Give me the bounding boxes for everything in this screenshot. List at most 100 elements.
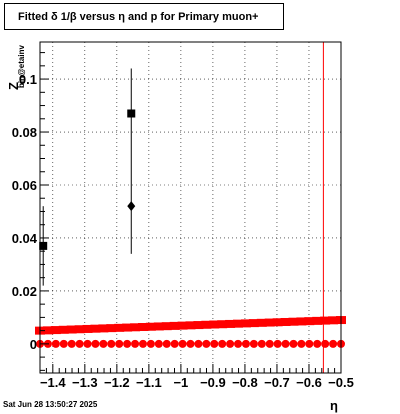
band-marker-square — [272, 318, 283, 327]
band-marker-square — [58, 325, 69, 334]
band-marker-circle — [131, 339, 140, 348]
y-axis-label: Z — [6, 82, 21, 90]
band-marker-circle — [313, 339, 322, 348]
band-marker-circle — [257, 339, 266, 348]
band-marker-square — [98, 324, 109, 333]
axis-labels: −1.4 −1.3 −1.2 −1.1 −1 −0.9 −0.8 −0.7 −0.6 −0.5 0 0… — [6, 45, 354, 413]
data-point-diamond — [127, 201, 136, 212]
band-marker-circle — [51, 339, 60, 348]
x-tick-label: −1.2 — [104, 375, 130, 390]
band-marker-square — [217, 320, 228, 329]
band-marker-square — [240, 319, 251, 328]
band-marker-square — [264, 318, 275, 327]
x-tick-label: −1.3 — [72, 375, 98, 390]
band-marker-square — [50, 326, 61, 335]
band-marker-circle — [123, 339, 132, 348]
band-marker-circle — [83, 339, 92, 348]
band-marker-square — [114, 323, 125, 332]
y-tick-label: 0.02 — [12, 284, 37, 299]
x-tick-label: −0.9 — [200, 375, 226, 390]
y-tick-label: 0.1 — [19, 72, 37, 87]
band-marker-square — [90, 324, 101, 333]
band-marker-circle — [115, 339, 124, 348]
band-marker-circle — [321, 339, 330, 348]
y-tick-label: 0.04 — [12, 231, 38, 246]
band-marker-circle — [305, 339, 314, 348]
band-marker-circle — [107, 339, 116, 348]
band-marker-circle — [281, 339, 290, 348]
band-marker-square — [130, 323, 141, 332]
band-marker-square — [169, 321, 180, 330]
x-tick-label: −0.7 — [264, 375, 290, 390]
band-marker-square — [42, 326, 53, 335]
band-marker-square — [256, 318, 267, 327]
band-marker-square — [193, 321, 204, 330]
band-marker-square — [82, 324, 93, 333]
x-tick-label: −0.5 — [328, 375, 354, 390]
band-marker-circle — [194, 339, 203, 348]
band-marker-square — [304, 317, 315, 326]
band-marker-square — [328, 316, 339, 325]
band-marker-circle — [170, 339, 179, 348]
band-marker-circle — [273, 339, 282, 348]
band-marker-square — [320, 316, 331, 325]
footer-timestamp: Sat Jun 28 13:50:27 2025 — [3, 400, 98, 409]
chart-title: Fitted δ 1/β versus η and p for Primary … — [18, 11, 259, 23]
band-marker-square — [233, 319, 244, 328]
band-marker-circle — [178, 339, 187, 348]
band-marker-square — [248, 319, 259, 328]
band-marker-circle — [329, 339, 338, 348]
y-tick-label: 0.06 — [12, 178, 37, 193]
band-marker-square — [185, 321, 196, 330]
band-marker-square — [177, 321, 188, 330]
band-marker-circle — [186, 339, 195, 348]
band-marker-circle — [226, 339, 235, 348]
band-marker-circle — [241, 339, 250, 348]
band-marker-square — [145, 322, 156, 331]
band-marker-circle — [234, 339, 243, 348]
band-marker-circle — [265, 339, 274, 348]
band-marker-square — [74, 325, 85, 334]
x-tick-label: −1.4 — [40, 375, 66, 390]
x-tick-label: −1.1 — [136, 375, 162, 390]
band-marker-square — [225, 319, 236, 328]
x-tick-label: −0.6 — [296, 375, 322, 390]
x-tick-label: −1 — [173, 375, 188, 390]
x-tick-label: −0.8 — [232, 375, 258, 390]
band-marker-square — [137, 323, 148, 332]
band-marker-square — [153, 322, 164, 331]
band-marker-circle — [91, 339, 100, 348]
band-marker-circle — [210, 339, 219, 348]
band-marker-circle — [99, 339, 108, 348]
band-marker-circle — [249, 339, 258, 348]
band-marker-square — [209, 320, 220, 329]
band-marker-square — [296, 317, 307, 326]
band-marker-circle — [289, 339, 298, 348]
axis-ticks — [39, 52, 342, 373]
band-marker-circle — [75, 339, 84, 348]
band-marker-circle — [138, 339, 147, 348]
band-marker-circle — [146, 339, 155, 348]
data-point-square — [127, 109, 136, 118]
band-marker-circle — [218, 339, 227, 348]
band-marker-square — [106, 324, 117, 333]
band-marker-square — [201, 320, 212, 329]
y-tick-label: 0 — [30, 337, 37, 352]
band-marker-circle — [202, 339, 211, 348]
band-marker-square — [280, 317, 291, 326]
band-marker-circle — [59, 339, 68, 348]
band-marker-circle — [297, 339, 306, 348]
band-marker-square — [66, 325, 77, 334]
band-marker-circle — [154, 339, 163, 348]
plot-frame — [39, 41, 342, 374]
chart-marks — [35, 42, 346, 373]
x-axis-label: η — [330, 398, 338, 413]
band-marker-circle — [162, 339, 171, 348]
band-marker-square — [122, 323, 133, 332]
band-marker-square — [312, 316, 323, 325]
data-point-square — [39, 241, 48, 250]
band-marker-circle — [67, 339, 76, 348]
chart-title-box: Fitted δ 1/β versus η and p for Primary … — [4, 3, 284, 30]
band-marker-square — [288, 317, 299, 326]
